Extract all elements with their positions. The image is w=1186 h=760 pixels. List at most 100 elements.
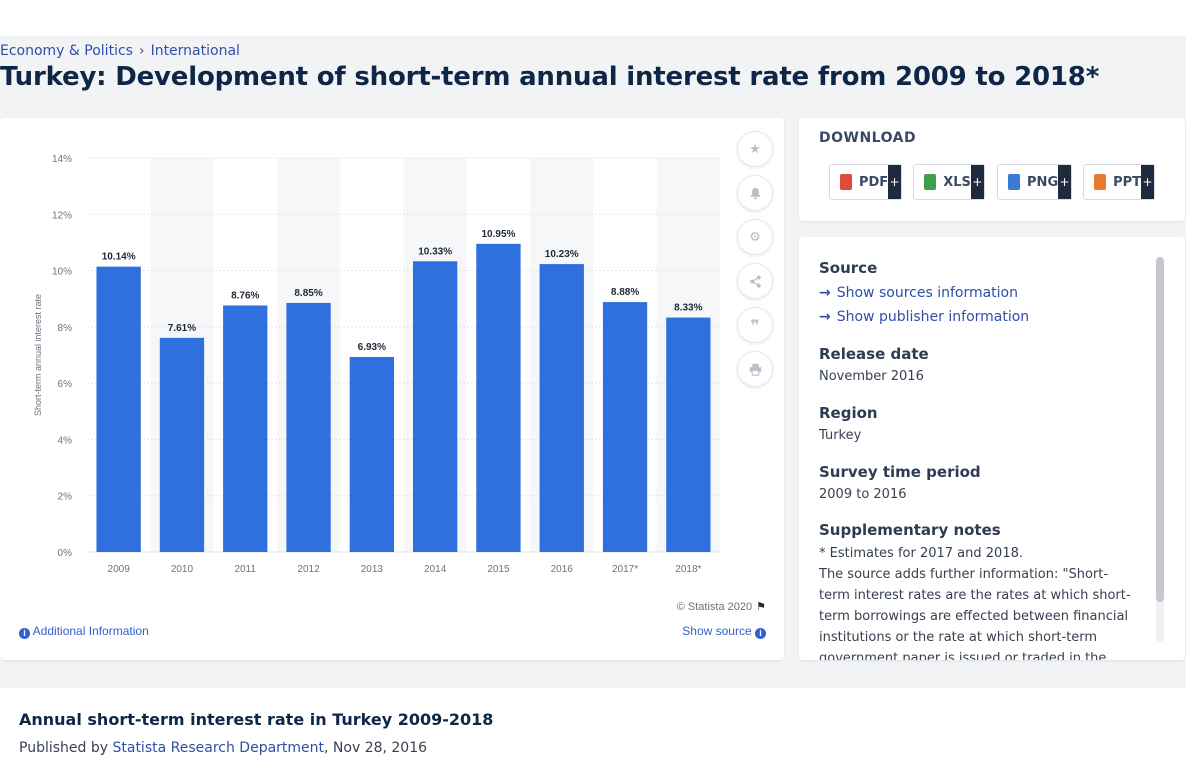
statistic-summary: Annual short-term interest rate in Turke… xyxy=(0,688,1186,760)
bar-2014[interactable] xyxy=(412,261,458,552)
download-ppt-button[interactable]: PPT + xyxy=(1083,164,1155,200)
data-label: 10.95% xyxy=(481,229,515,240)
breadcrumb-international[interactable]: International xyxy=(150,43,240,59)
ppt-file-icon xyxy=(1094,174,1107,190)
supplementary-note-estimates: * Estimates for 2017 and 2018. xyxy=(819,546,1023,562)
show-source-link[interactable]: Show source i xyxy=(682,624,766,639)
published-by-label: Published by xyxy=(19,740,113,756)
data-label: 8.85% xyxy=(294,288,322,299)
arrow-right-icon: → xyxy=(819,309,831,325)
show-publisher-link[interactable]: → Show publisher information xyxy=(819,305,1137,329)
x-tick-label: 2016 xyxy=(551,564,574,575)
x-tick-label: 2018* xyxy=(675,564,701,575)
bar-2010[interactable] xyxy=(159,337,205,552)
data-label: 7.61% xyxy=(168,323,196,334)
x-tick-label: 2011 xyxy=(234,564,256,575)
download-png-label: PNG xyxy=(1027,174,1059,190)
release-date-value: November 2016 xyxy=(819,369,924,384)
download-png-button[interactable]: PNG + xyxy=(997,164,1072,200)
download-title: DOWNLOAD xyxy=(819,130,917,146)
chart-toolbar: ★ ⚙ ❞ xyxy=(737,131,773,395)
x-tick-label: 2015 xyxy=(487,564,510,575)
y-tick-label: 2% xyxy=(58,492,73,503)
chart-card: 0% 2% 4% 6% 8% 10% 12% 14% Short-term annual int… xyxy=(0,118,784,660)
quote-icon: ❞ xyxy=(750,315,760,335)
show-sources-label: Show sources information xyxy=(836,285,1018,301)
print-icon xyxy=(749,363,761,376)
page-title: Turkey: Development of short-term annual… xyxy=(0,62,1100,92)
data-label: 10.14% xyxy=(102,252,136,263)
bar-2017[interactable] xyxy=(602,302,648,552)
additional-information-label: Additional Information xyxy=(32,624,149,638)
publish-date: , Nov 28, 2016 xyxy=(324,740,428,756)
show-sources-link[interactable]: → Show sources information xyxy=(819,281,1137,305)
details-scrollbar[interactable] xyxy=(1156,257,1164,642)
flag-icon[interactable]: ⚑ xyxy=(756,601,766,613)
cite-button[interactable]: ❞ xyxy=(737,307,773,343)
data-label: 8.33% xyxy=(674,303,702,314)
source-heading: Source xyxy=(819,259,878,277)
y-tick-label: 10% xyxy=(52,267,72,278)
x-tick-label: 2010 xyxy=(171,564,194,575)
y-axis-label: Short-term annual interest rate xyxy=(33,294,43,416)
bar-2018[interactable] xyxy=(666,317,711,552)
region-heading: Region xyxy=(819,403,878,422)
x-tick-label: 2009 xyxy=(108,564,131,575)
download-xls-button[interactable]: XLS + xyxy=(913,164,985,200)
details-scrollbar-thumb[interactable] xyxy=(1156,257,1164,602)
plus-icon[interactable]: + xyxy=(888,165,901,199)
pdf-file-icon xyxy=(840,174,852,190)
info-icon: i xyxy=(19,628,30,639)
download-card: DOWNLOAD PDF + XLS + PNG + PPT + xyxy=(799,118,1185,221)
bar-chart: 0% 2% 4% 6% 8% 10% 12% 14% Short-term annual int… xyxy=(33,154,720,575)
breadcrumb: Economy & Politics › International xyxy=(0,43,240,59)
bar-2012[interactable] xyxy=(286,302,331,552)
supplementary-notes-heading: Supplementary notes xyxy=(819,521,1001,540)
settings-button[interactable]: ⚙ xyxy=(737,219,773,255)
print-button[interactable] xyxy=(737,351,773,387)
release-date-heading: Release date xyxy=(819,345,929,363)
y-tick-label: 6% xyxy=(58,379,73,390)
statistic-title: Annual short-term interest rate in Turke… xyxy=(19,710,494,729)
y-tick-label: 14% xyxy=(52,154,72,165)
bar-2011[interactable] xyxy=(223,305,268,552)
x-tick-label: 2017* xyxy=(612,564,638,575)
notification-button[interactable] xyxy=(737,175,773,211)
plus-icon[interactable]: + xyxy=(1058,165,1071,199)
star-icon: ★ xyxy=(749,141,761,157)
data-label: 10.23% xyxy=(545,249,579,260)
info-icon: i xyxy=(755,628,766,639)
x-tick-label: 2012 xyxy=(297,564,320,575)
show-publisher-label: Show publisher information xyxy=(836,309,1030,325)
y-tick-label: 12% xyxy=(52,210,72,221)
copyright-text: © Statista 2020 xyxy=(676,601,753,613)
published-by: Published by Statista Research Departmen… xyxy=(19,740,427,756)
xls-file-icon xyxy=(924,174,937,190)
download-pdf-label: PDF xyxy=(858,174,889,190)
plus-icon[interactable]: + xyxy=(970,165,984,199)
favorite-button[interactable]: ★ xyxy=(737,131,773,167)
y-tick-label: 0% xyxy=(58,548,73,559)
gear-icon: ⚙ xyxy=(749,229,761,245)
breadcrumb-economy-politics[interactable]: Economy & Politics xyxy=(0,43,133,59)
data-label: 8.76% xyxy=(231,290,259,301)
top-bar xyxy=(0,0,1186,36)
share-icon xyxy=(749,274,761,288)
bar-2016[interactable] xyxy=(539,264,584,552)
bar-2015[interactable] xyxy=(476,243,521,552)
download-pdf-button[interactable]: PDF + xyxy=(829,164,902,200)
bar-2009[interactable] xyxy=(96,266,141,552)
show-source-label: Show source xyxy=(682,624,752,638)
data-label: 6.93% xyxy=(358,342,386,353)
share-button[interactable] xyxy=(737,263,773,299)
additional-information-link[interactable]: i Additional Information xyxy=(19,624,149,639)
statistic-details: Source → Show sources information → Show p… xyxy=(819,259,1137,660)
x-tick-label: 2013 xyxy=(361,564,384,575)
survey-period-value: 2009 to 2016 xyxy=(819,486,907,502)
plus-icon[interactable]: + xyxy=(1141,165,1154,199)
survey-period-heading: Survey time period xyxy=(819,462,981,481)
statistic-details-card: Source → Show sources information → Show p… xyxy=(799,237,1185,660)
bar-2013[interactable] xyxy=(349,356,395,552)
region-value: Turkey xyxy=(819,427,862,443)
author-link[interactable]: Statista Research Department xyxy=(112,740,325,756)
